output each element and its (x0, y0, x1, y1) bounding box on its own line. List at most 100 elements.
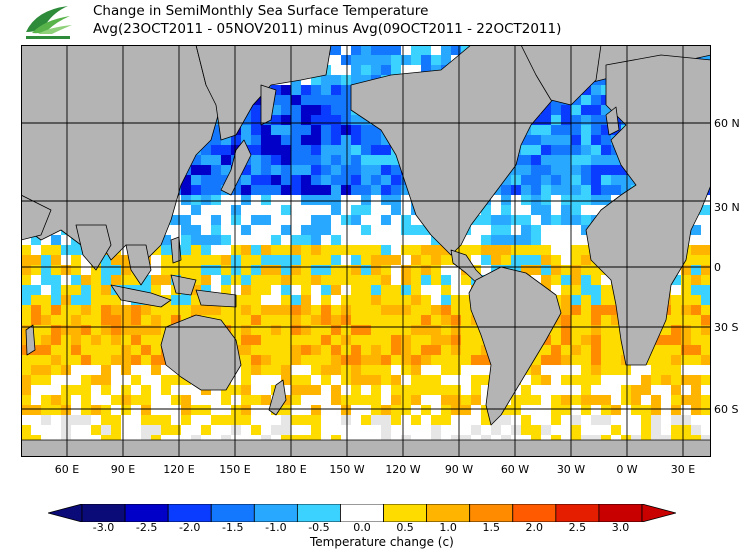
sst-cell (261, 305, 271, 315)
sst-cell (591, 165, 601, 175)
sst-cell (61, 365, 71, 375)
sst-cell (311, 145, 321, 155)
sst-cell (381, 415, 391, 425)
sst-cell (401, 225, 411, 235)
sst-cell (701, 335, 711, 345)
sst-cell (391, 425, 401, 435)
sst-cell (51, 315, 61, 325)
sst-cell (271, 225, 281, 235)
sst-cell (311, 385, 321, 395)
sst-cell (161, 285, 171, 295)
sst-cell (301, 255, 311, 265)
sst-cell (71, 345, 81, 355)
sst-cell (571, 385, 581, 395)
sst-cell (461, 315, 471, 325)
sst-cell (301, 175, 311, 185)
sst-cell (551, 345, 561, 355)
sst-cell (261, 225, 271, 235)
sst-cell (191, 415, 201, 425)
sst-cell (291, 415, 301, 425)
sst-cell (571, 225, 581, 235)
sst-cell (421, 285, 431, 295)
sst-cell (101, 355, 111, 365)
sst-cell (551, 225, 561, 235)
sst-cell (191, 215, 201, 225)
sst-cell (691, 255, 701, 265)
sst-cell (281, 175, 291, 185)
longitude-label: 90 E (110, 463, 136, 476)
sst-cell (241, 365, 251, 375)
sst-cell (621, 375, 631, 385)
sst-cell (441, 355, 451, 365)
sst-cell (321, 305, 331, 315)
sst-cell (331, 145, 341, 155)
sst-cell (581, 425, 591, 435)
sst-cell (441, 325, 451, 335)
sst-cell (381, 245, 391, 255)
sst-cell (351, 295, 361, 305)
sst-cell (121, 345, 131, 355)
sst-cell (361, 385, 371, 395)
sst-cell (451, 365, 461, 375)
sst-cell (301, 145, 311, 155)
sst-cell (231, 265, 241, 275)
sst-cell (391, 325, 401, 335)
sst-cell (51, 325, 61, 335)
sst-cell (411, 255, 421, 265)
sst-cell (71, 335, 81, 345)
sst-cell (211, 235, 221, 245)
sst-cell (321, 95, 331, 105)
sst-cell (441, 305, 451, 315)
sst-cell (421, 365, 431, 375)
colorbar-tick-label: -1.5 (222, 521, 244, 534)
sst-cell (541, 205, 551, 215)
sst-cell (121, 325, 131, 335)
sst-cell (581, 405, 591, 415)
sst-cell (41, 345, 51, 355)
sst-cell (701, 215, 711, 225)
sst-cell (391, 165, 401, 175)
sst-cell (521, 185, 531, 195)
sst-cell (571, 425, 581, 435)
sst-cell (641, 375, 651, 385)
sst-cell (201, 175, 211, 185)
sst-cell (221, 155, 231, 165)
sst-cell (271, 285, 281, 295)
sst-cell (81, 335, 91, 345)
sst-cell (271, 305, 281, 315)
sst-cell (31, 265, 41, 275)
sst-cell (21, 415, 31, 425)
sst-cell (81, 395, 91, 405)
sst-cell (551, 405, 561, 415)
sst-cell (281, 255, 291, 265)
sst-cell (161, 405, 171, 415)
sst-cell (251, 315, 261, 325)
sst-cell (381, 165, 391, 175)
sst-cell (181, 205, 191, 215)
sst-cell (141, 335, 151, 345)
sst-cell (361, 205, 371, 215)
sst-cell (561, 185, 571, 195)
sst-cell (331, 345, 341, 355)
sst-cell (421, 315, 431, 325)
sst-cell (521, 135, 531, 145)
sst-cell (471, 425, 481, 435)
sst-cell (61, 405, 71, 415)
sst-cell (541, 405, 551, 415)
longitude-label: 60 W (500, 463, 530, 476)
sst-cell (331, 115, 341, 125)
sst-cell (291, 105, 301, 115)
sst-cell (81, 415, 91, 425)
sst-cell (261, 375, 271, 385)
sst-cell (361, 375, 371, 385)
sst-cell (201, 195, 211, 205)
sst-cell (181, 305, 191, 315)
sst-cell (351, 285, 361, 295)
sst-cell (301, 335, 311, 345)
sst-cell (501, 175, 511, 185)
sst-cell (561, 135, 571, 145)
sst-cell (531, 265, 541, 275)
sst-cell (591, 195, 601, 205)
longitude-label: 150 W (329, 463, 365, 476)
sst-cell (71, 305, 81, 315)
